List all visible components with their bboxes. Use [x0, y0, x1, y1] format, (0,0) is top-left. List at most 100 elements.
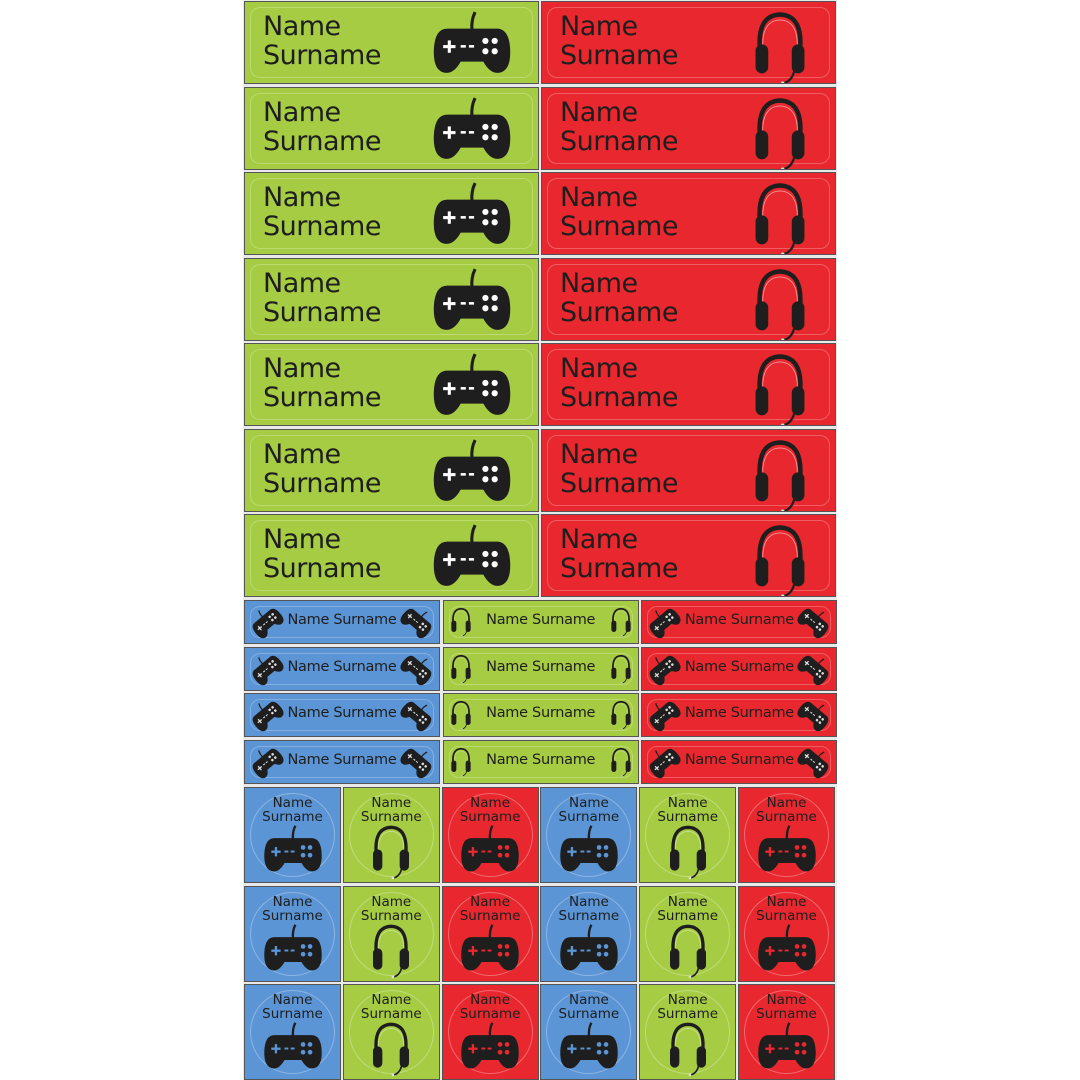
label-text: Name Surname	[263, 98, 381, 156]
large-name-label: Name Surname	[541, 1, 836, 84]
headset-icon	[373, 1022, 410, 1077]
name-text: Name	[371, 893, 412, 910]
square-name-label: Name Surname	[738, 984, 835, 1080]
name-text: Name	[263, 182, 341, 213]
label-text: Name Surname	[344, 895, 439, 923]
gamepad-icon	[650, 702, 681, 732]
gamepad-icon	[650, 748, 681, 779]
small-name-label: Name Surname	[244, 600, 440, 644]
square-name-label: Name Surname	[441, 984, 539, 1080]
headset-icon	[669, 1022, 706, 1077]
large-name-label: Name Surname	[541, 257, 836, 341]
name-text: Name	[263, 438, 341, 470]
name-text: Name	[766, 992, 807, 1008]
gamepad-icon	[252, 655, 284, 685]
headset-icon	[451, 607, 471, 637]
headset-icon	[755, 97, 805, 169]
label-text: Name Surname	[560, 98, 678, 156]
small-name-label: Name Surname	[641, 646, 838, 691]
surname-text: Surname	[360, 809, 422, 825]
headset-icon	[451, 747, 471, 777]
name-text: Name	[470, 893, 510, 910]
gamepad-icon	[560, 923, 618, 970]
square-name-label: Name Surname	[540, 787, 638, 883]
large-name-label: Name Surname	[541, 172, 836, 255]
name-text: Name	[667, 992, 708, 1008]
label-text: Name Surname	[640, 895, 735, 923]
label-text: Name Surname	[287, 612, 397, 628]
label-circle	[250, 793, 335, 877]
gamepad-icon	[650, 608, 681, 639]
surname-text: Surname	[459, 907, 521, 924]
gamepad-icon	[433, 267, 511, 330]
name-text: Name	[263, 96, 341, 128]
surname-text: Surname	[560, 211, 678, 242]
headset-icon	[611, 747, 631, 777]
square-name-label: Name Surname	[342, 787, 440, 883]
small-name-label: Name Surname	[442, 740, 639, 785]
name-text: Name	[560, 438, 638, 470]
gamepad-icon	[757, 923, 816, 970]
label-circle	[744, 990, 829, 1074]
small-name-label: Name Surname	[244, 646, 440, 691]
label-text: Name Surname	[739, 796, 834, 824]
surname-text: Surname	[756, 1006, 817, 1022]
label-text: Name Surname	[560, 525, 678, 583]
large-name-label: Name Surname	[541, 343, 836, 426]
headset-icon	[755, 525, 805, 596]
label-circle	[348, 990, 434, 1074]
label-text: Name Surname	[560, 269, 678, 327]
surname-text: Surname	[263, 296, 381, 328]
surname-text: Surname	[459, 809, 521, 825]
large-name-label: Name Surname	[244, 428, 539, 512]
large-name-label: Name Surname	[541, 428, 836, 512]
gamepad-icon	[797, 702, 829, 732]
square-name-label: Name Surname	[441, 885, 539, 982]
label-text: Name Surname	[287, 658, 397, 675]
headset-icon	[755, 439, 805, 511]
name-text: Name	[263, 524, 341, 555]
gamepad-icon	[797, 748, 829, 779]
headset-icon	[755, 268, 805, 340]
square-name-label: Name Surname	[540, 885, 638, 982]
label-border	[448, 606, 633, 638]
surname-text: Surname	[560, 553, 678, 584]
label-text: Name Surname	[684, 658, 794, 675]
name-text: Name	[560, 353, 638, 384]
name-text: Name	[560, 267, 638, 299]
label-text: Name Surname	[739, 993, 834, 1021]
gamepad-icon	[433, 96, 511, 159]
label-border	[250, 263, 533, 335]
label-circle	[250, 891, 335, 976]
label-text: Name Surname	[245, 993, 340, 1021]
gamepad-icon	[433, 353, 511, 415]
surname-text: Surname	[560, 382, 678, 413]
name-text: Name	[371, 992, 412, 1008]
label-text: Name Surname	[684, 752, 794, 769]
headset-icon	[669, 924, 706, 978]
gamepad-icon	[757, 825, 816, 872]
label-text: Name Surname	[486, 612, 596, 628]
name-text: Name	[560, 11, 638, 42]
label-circle	[645, 891, 731, 976]
square-name-label: Name Surname	[244, 885, 341, 982]
large-name-label: Name Surname	[244, 257, 539, 341]
gamepad-icon	[263, 923, 322, 970]
name-text: Name	[568, 795, 609, 811]
label-border	[547, 263, 830, 335]
gamepad-icon	[433, 182, 511, 244]
label-text: Name Surname	[263, 269, 381, 327]
square-name-label: Name Surname	[738, 787, 835, 883]
label-text: Name Surname	[684, 612, 794, 628]
label-text: Name Surname	[486, 752, 596, 769]
small-name-label: Name Surname	[244, 740, 440, 785]
large-name-label: Name Surname	[244, 86, 539, 170]
label-text: Name Surname	[263, 440, 381, 498]
large-name-label: Name Surname	[541, 86, 836, 170]
surname-text: Surname	[657, 1006, 719, 1022]
name-text: Name	[667, 893, 708, 910]
headset-icon	[755, 12, 805, 83]
label-border	[647, 652, 832, 685]
surname-text: Surname	[657, 809, 719, 825]
label-text: Name Surname	[344, 796, 439, 824]
